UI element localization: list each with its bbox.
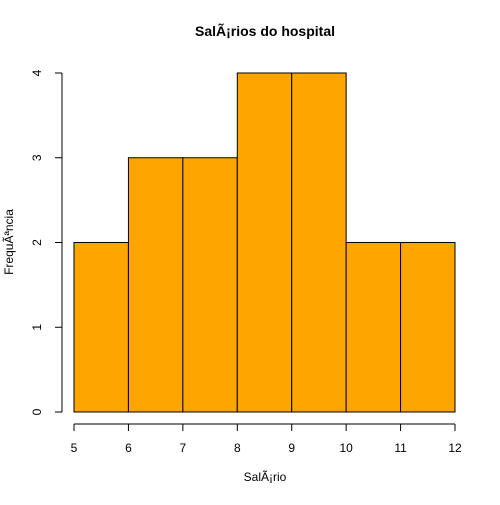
y-tick-label: 2 [30, 239, 44, 246]
histogram-bar-3 [236, 72, 293, 413]
y-tick-label: 0 [30, 408, 44, 415]
x-tick-label: 6 [125, 441, 132, 455]
y-tick-label: 3 [30, 154, 44, 161]
y-axis-label: FrequÃªncia [2, 209, 16, 275]
x-tick-label: 5 [71, 441, 78, 455]
histogram-bar-0 [73, 242, 129, 413]
x-tick-label: 7 [180, 441, 187, 455]
histogram-bar-6 [400, 242, 456, 413]
histogram-bar-4 [291, 72, 347, 413]
histogram-bar-5 [345, 242, 402, 413]
chart-title: SalÃ¡rios do hospital [195, 22, 335, 39]
x-tick-label: 9 [288, 441, 295, 455]
x-tick-label: 10 [339, 441, 353, 455]
x-axis-label: SalÃ¡rio [244, 470, 287, 484]
y-tick-label: 1 [30, 324, 44, 331]
histogram-bar-1 [127, 157, 184, 413]
x-tick-label: 11 [394, 441, 407, 455]
histogram-bar-2 [182, 157, 238, 413]
y-tick-label: 4 [30, 69, 44, 76]
x-axis: 5 6 7 8 9 10 11 12 [71, 423, 462, 455]
y-axis: 0 1 2 3 4 [30, 69, 63, 415]
x-tick-label: 8 [234, 441, 241, 455]
bars-group [73, 72, 456, 413]
x-tick-label: 12 [448, 441, 462, 455]
